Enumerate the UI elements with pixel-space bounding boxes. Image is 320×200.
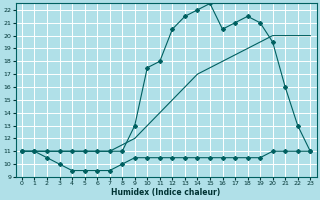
X-axis label: Humidex (Indice chaleur): Humidex (Indice chaleur): [111, 188, 221, 197]
